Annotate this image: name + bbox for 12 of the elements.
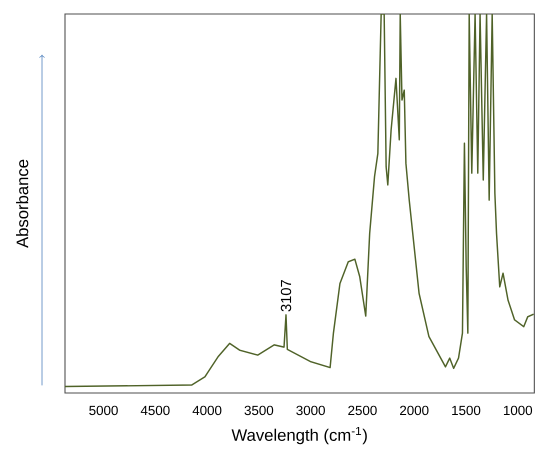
- x-tick-label: 1500: [452, 406, 480, 416]
- x-axis-title: Wavelength (cm$^{-1}$): [232, 426, 367, 444]
- annotation: 3107: [280, 280, 292, 312]
- y-axis-title: Absorbance: [16, 160, 28, 248]
- x-tick-label: 5000: [89, 406, 118, 416]
- x-tick-label: 2500: [348, 406, 377, 416]
- x-tick-label: 2000: [400, 406, 429, 416]
- x-tick-label: 3500: [244, 406, 274, 416]
- x-tick-label: 4000: [192, 406, 222, 416]
- x-tick-label: 3000: [296, 406, 325, 416]
- x-tick-label: 1000: [504, 406, 532, 416]
- x-tick-label: 4500: [140, 406, 170, 416]
